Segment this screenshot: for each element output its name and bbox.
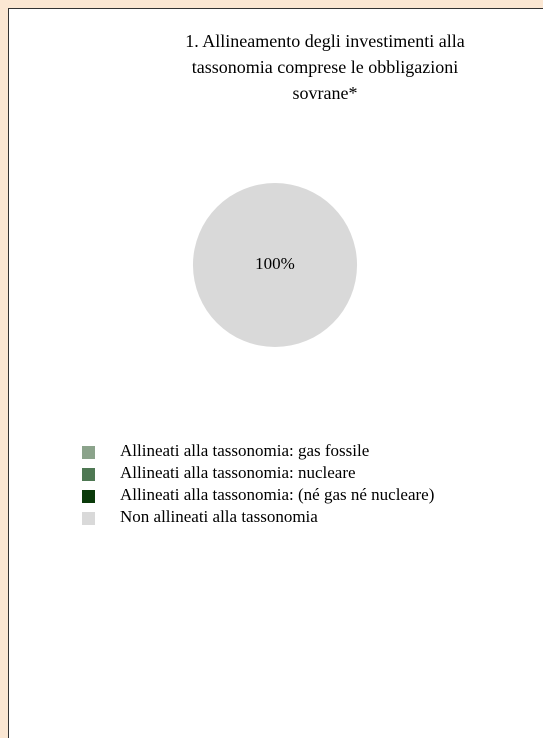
panel (8, 8, 543, 738)
legend-swatch (82, 512, 95, 525)
value-label: 100% (255, 254, 295, 273)
legend-label: Allineati alla tassonomia: nucleare (120, 463, 356, 482)
legend-swatch (82, 468, 95, 481)
chart-title: 1. Allineamento degli investimenti alla (185, 31, 464, 51)
legend-label: Allineati alla tassonomia: gas fossile (120, 441, 369, 460)
legend-swatch (82, 490, 95, 503)
legend-swatch (82, 446, 95, 459)
legend-label: Non allineati alla tassonomia (120, 507, 318, 526)
legend-label: Allineati alla tassonomia: (né gas né nu… (120, 485, 434, 504)
pie-slice (192, 182, 358, 348)
chart-title: sovrane* (293, 83, 358, 103)
chart-title: tassonomia comprese le obbligazioni (192, 57, 458, 77)
